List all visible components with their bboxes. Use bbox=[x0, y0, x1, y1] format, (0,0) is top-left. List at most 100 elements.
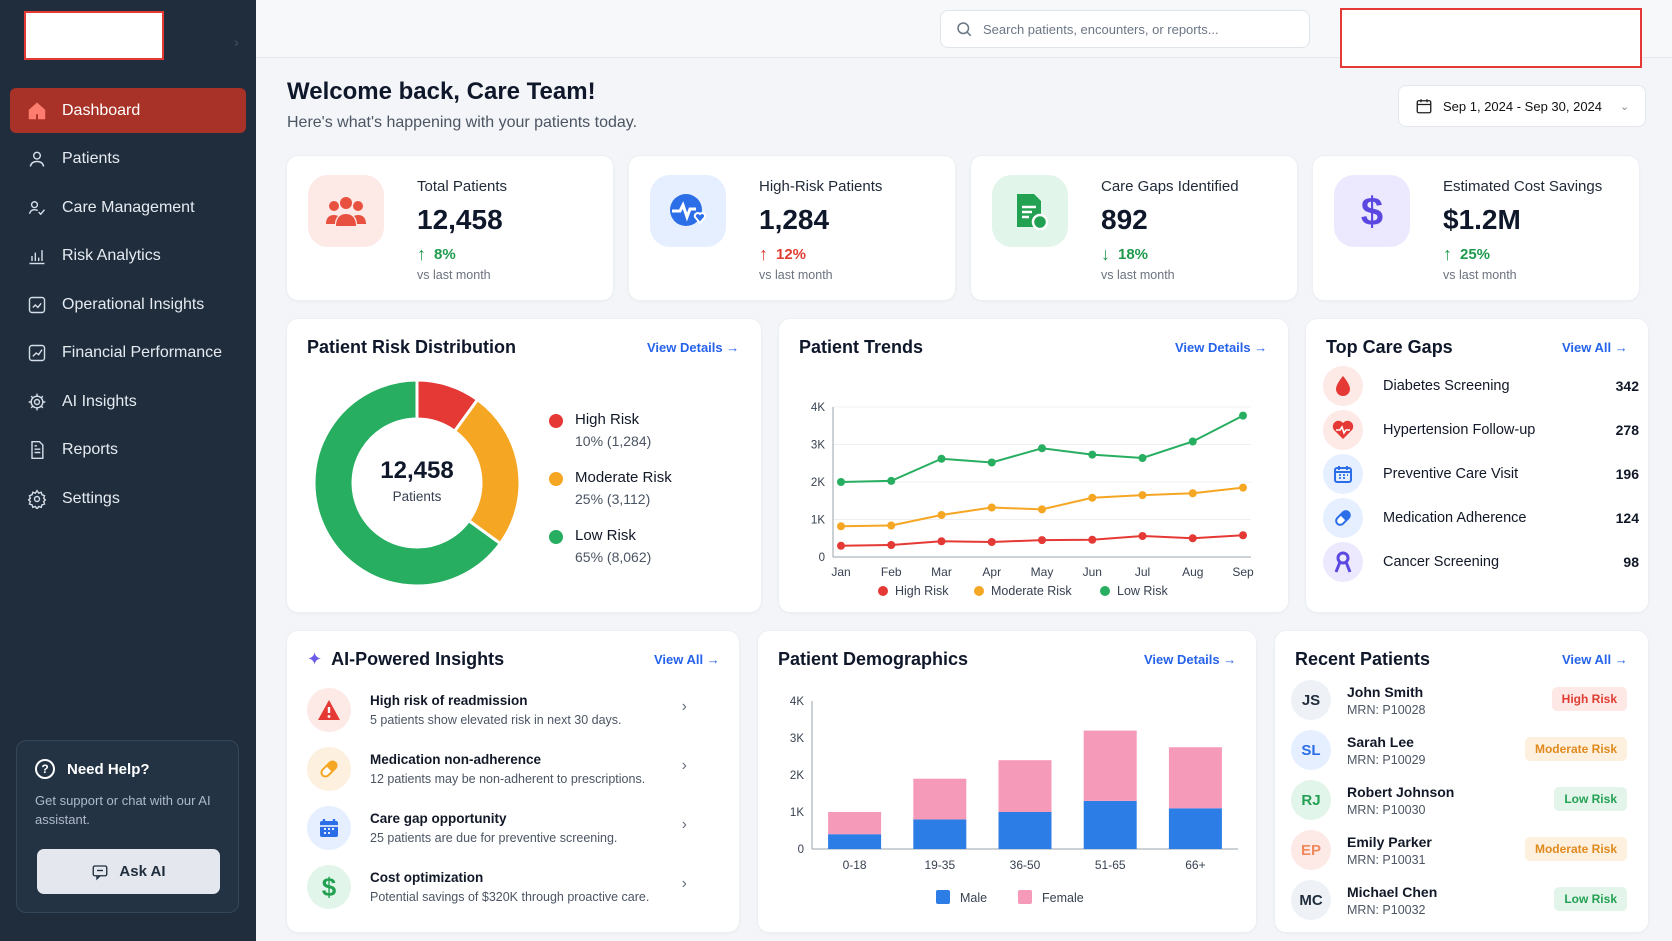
x-tick-label: 19-35 bbox=[924, 858, 955, 872]
bar-male[interactable] bbox=[828, 834, 882, 849]
data-point[interactable] bbox=[937, 537, 946, 546]
search-box[interactable] bbox=[940, 10, 1310, 48]
stat-value: 12,458 bbox=[417, 204, 503, 235]
insight-item[interactable]: High risk of readmission 5 patients show … bbox=[307, 685, 697, 735]
data-point[interactable] bbox=[1038, 536, 1046, 545]
recent-patient-row[interactable]: EP Emily Parker MRN: P10031 Moderate Risk bbox=[1291, 828, 1627, 872]
data-point[interactable] bbox=[1188, 534, 1197, 543]
data-point[interactable] bbox=[987, 458, 996, 467]
collapse-icon[interactable]: › bbox=[234, 34, 239, 50]
data-point[interactable] bbox=[1138, 454, 1147, 462]
bar-male[interactable] bbox=[1168, 808, 1222, 849]
view-all-link[interactable]: View All → bbox=[1562, 340, 1628, 355]
sidebar-item-risk-analytics[interactable]: Risk Analytics bbox=[10, 234, 246, 279]
bar-female[interactable] bbox=[998, 760, 1052, 812]
bar-female[interactable] bbox=[1083, 730, 1137, 801]
data-point[interactable] bbox=[1239, 483, 1247, 492]
sidebar-item-care-management[interactable]: Care Management bbox=[10, 185, 246, 230]
data-point[interactable] bbox=[987, 538, 996, 546]
stat-subtext: vs last month bbox=[759, 268, 833, 282]
care-gap-name: Hypertension Follow-up bbox=[1383, 422, 1536, 438]
care-gap-item[interactable]: Cancer Screening 98 bbox=[1323, 541, 1639, 583]
x-tick-label: 51-65 bbox=[1095, 858, 1126, 872]
patient-mrn: MRN: P10031 bbox=[1347, 852, 1426, 867]
recent-patient-row[interactable]: MC Michael Chen MRN: P10032 Low Risk bbox=[1291, 878, 1627, 922]
bar-female[interactable] bbox=[913, 778, 967, 820]
y-tick-label: 4K bbox=[790, 696, 804, 708]
bar-female[interactable] bbox=[828, 812, 882, 835]
data-point[interactable] bbox=[1138, 491, 1147, 500]
page-subtitle: Here's what's happening with your patien… bbox=[287, 114, 638, 131]
insight-title: Care gap opportunity bbox=[370, 811, 507, 826]
data-point[interactable] bbox=[1088, 493, 1097, 502]
stat-subtext: vs last month bbox=[417, 268, 491, 282]
bar-male[interactable] bbox=[913, 819, 967, 849]
ask-ai-button[interactable]: Ask AI bbox=[37, 849, 220, 894]
data-point[interactable] bbox=[1038, 505, 1046, 514]
home-icon bbox=[26, 100, 48, 122]
stat-label: Care Gaps Identified bbox=[1101, 178, 1239, 195]
insight-item[interactable]: Care gap opportunity 25 patients are due … bbox=[307, 803, 697, 853]
recent-patient-row[interactable]: RJ Robert Johnson MRN: P10030 Low Risk bbox=[1291, 778, 1627, 822]
sidebar-item-settings[interactable]: Settings bbox=[10, 476, 246, 521]
insight-description: 12 patients may be non-adherent to presc… bbox=[370, 772, 646, 786]
data-point[interactable] bbox=[1038, 444, 1046, 453]
avatar: EP bbox=[1291, 830, 1331, 870]
data-point[interactable] bbox=[1088, 535, 1097, 544]
bar-female[interactable] bbox=[1168, 747, 1222, 809]
legend-item: Low Risk 65% (8,062) bbox=[549, 527, 651, 565]
insight-item[interactable]: $ Cost optimization Potential savings of $… bbox=[307, 862, 697, 912]
bar-male[interactable] bbox=[998, 812, 1052, 849]
recent-patient-row[interactable]: SL Sarah Lee MRN: P10029 Moderate Risk bbox=[1291, 728, 1627, 772]
view-details-link[interactable]: View Details → bbox=[1175, 340, 1268, 355]
search-input[interactable] bbox=[983, 21, 1283, 37]
sidebar-item-reports[interactable]: Reports bbox=[10, 428, 246, 473]
data-point[interactable] bbox=[1188, 437, 1197, 446]
data-point[interactable] bbox=[837, 541, 845, 550]
sidebar-item-operational-insights[interactable]: Operational Insights bbox=[10, 282, 246, 327]
donut-slice-low-risk[interactable] bbox=[312, 378, 503, 588]
view-details-link[interactable]: View Details → bbox=[647, 340, 740, 355]
care-gap-item[interactable]: Medication Adherence 124 bbox=[1323, 497, 1639, 539]
data-point[interactable] bbox=[1188, 489, 1197, 498]
insights-title: AI-Powered Insights bbox=[331, 649, 505, 669]
data-point[interactable] bbox=[887, 541, 896, 549]
legend-label: Low Risk bbox=[1117, 584, 1168, 598]
pill-icon bbox=[307, 747, 351, 791]
data-point[interactable] bbox=[1239, 411, 1247, 420]
date-range-picker[interactable]: Sep 1, 2024 - Sep 30, 2024 ⌄ bbox=[1398, 85, 1646, 127]
care-gap-item[interactable]: Hypertension Follow-up 278 bbox=[1323, 409, 1639, 451]
view-details-link[interactable]: View Details → bbox=[1144, 652, 1237, 667]
data-point[interactable] bbox=[837, 522, 845, 531]
x-tick-label: 36-50 bbox=[1010, 858, 1041, 872]
sidebar-item-ai-insights[interactable]: AI Insights bbox=[10, 379, 246, 424]
bar-male[interactable] bbox=[1083, 800, 1137, 849]
sidebar: › Dashboard Patients Care Management Risk A… bbox=[0, 0, 256, 941]
data-point[interactable] bbox=[887, 476, 896, 485]
view-all-link[interactable]: View All → bbox=[654, 652, 720, 667]
insight-item[interactable]: Medication non-adherence 12 patients may … bbox=[307, 744, 697, 794]
sidebar-item-financial-performance[interactable]: Financial Performance bbox=[10, 331, 246, 376]
data-point[interactable] bbox=[1138, 532, 1147, 540]
user-icon bbox=[26, 148, 48, 170]
avatar: RJ bbox=[1291, 780, 1331, 820]
sidebar-item-patients[interactable]: Patients bbox=[10, 137, 246, 182]
arrow-down-icon: ↓ bbox=[1101, 244, 1110, 264]
data-point[interactable] bbox=[937, 511, 946, 519]
data-point[interactable] bbox=[887, 521, 896, 530]
view-all-link[interactable]: View All → bbox=[1562, 652, 1628, 667]
care-gap-name: Diabetes Screening bbox=[1383, 378, 1510, 394]
legend-dot bbox=[549, 472, 563, 486]
data-point[interactable] bbox=[837, 478, 845, 486]
data-point[interactable] bbox=[1088, 450, 1097, 459]
data-point[interactable] bbox=[987, 503, 996, 512]
status-badge: High Risk bbox=[1551, 687, 1627, 711]
care-gap-item[interactable]: Preventive Care Visit 196 bbox=[1323, 453, 1639, 495]
sidebar-item-dashboard[interactable]: Dashboard bbox=[10, 88, 246, 133]
y-tick-label: 2K bbox=[811, 477, 825, 489]
recent-patient-row[interactable]: JS John Smith MRN: P10028 High Risk bbox=[1291, 678, 1627, 722]
data-point[interactable] bbox=[937, 454, 946, 463]
data-point[interactable] bbox=[1239, 531, 1247, 540]
ask-ai-label: Ask AI bbox=[119, 863, 166, 880]
care-gap-item[interactable]: Diabetes Screening 342 bbox=[1323, 365, 1639, 407]
